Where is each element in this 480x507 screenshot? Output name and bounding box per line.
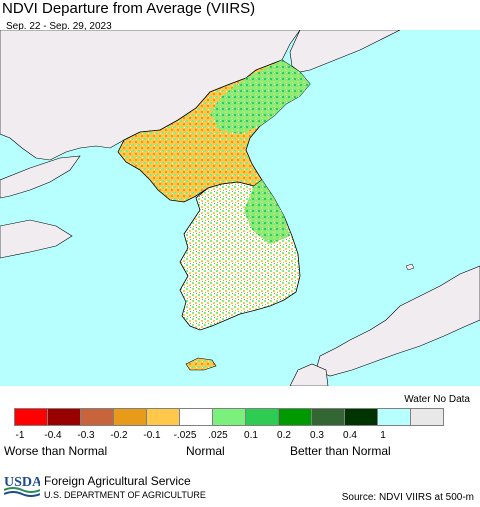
south-korea (179, 179, 301, 331)
legend-swatches (14, 408, 444, 426)
legend-swatch (113, 408, 147, 426)
jeju-island (185, 357, 217, 371)
better-than-normal-label: Better than Normal (290, 444, 391, 458)
shandong-peninsula (0, 219, 73, 259)
legend-swatch (14, 408, 48, 426)
legend-tick-label: -.025 (173, 430, 197, 441)
south-korea-east-veg (244, 180, 290, 244)
normal-label: Normal (186, 444, 225, 458)
map-svg (0, 30, 480, 386)
source-text: Source: NDVI VIIRS at 500-m (341, 492, 474, 503)
legend-swatch (146, 408, 180, 426)
liaodong-peninsula (0, 155, 81, 199)
legend-tick-label: -0.4 (44, 430, 62, 441)
north-korea-north-veg (210, 60, 310, 134)
legend-swatch (278, 408, 312, 426)
usda-logo-text: USDA (4, 475, 40, 490)
legend-tick-label: 0.4 (343, 430, 357, 441)
ndvi-map (0, 30, 480, 386)
footer: USDA Foreign Agricultural Service U.S. D… (0, 464, 480, 507)
legend-swatch (311, 408, 345, 426)
legend-swatch (179, 408, 213, 426)
org-name: Foreign Agricultural Service (44, 474, 191, 488)
russia-landmass (289, 30, 401, 73)
legend-tick-label: .025 (208, 430, 228, 441)
map-title: NDVI Departure from Average (VIIRS) (2, 0, 256, 17)
legend-swatch (47, 408, 81, 426)
legend-nodata-swatch (410, 408, 444, 426)
legend-tick-label: -1 (15, 430, 25, 441)
legend-tick-label: 1 (380, 430, 386, 441)
date-range: Sep. 22 - Sep. 29, 2023 (6, 21, 112, 32)
legend: Water No Data -1 -0.4 -0.3 -0.2 -0.1 -.025 .02… (0, 386, 480, 464)
legend-tick-label: -0.3 (77, 430, 95, 441)
japan-kyushu (289, 363, 329, 386)
legend-tick-label: -0.2 (110, 430, 128, 441)
legend-swatch (212, 408, 246, 426)
worse-than-normal-label: Worse than Normal (4, 444, 108, 458)
dept-name: U.S. DEPARTMENT OF AGRICULTURE (44, 490, 206, 500)
legend-tick-label: 0.1 (244, 430, 258, 441)
legend-swatch (344, 408, 378, 426)
legend-swatch (80, 408, 114, 426)
usda-logo-icon: USDA (4, 475, 40, 497)
legend-swatch (245, 408, 279, 426)
legend-tick-label: 0.2 (277, 430, 291, 441)
legend-tick-label: -0.1 (143, 430, 161, 441)
legend-tick-label: 0.3 (310, 430, 324, 441)
japan-honshu (315, 265, 480, 377)
water-nodata-label: Water No Data (404, 394, 470, 405)
legend-nodata-swatch (377, 408, 411, 426)
ulleung-island (405, 263, 415, 271)
